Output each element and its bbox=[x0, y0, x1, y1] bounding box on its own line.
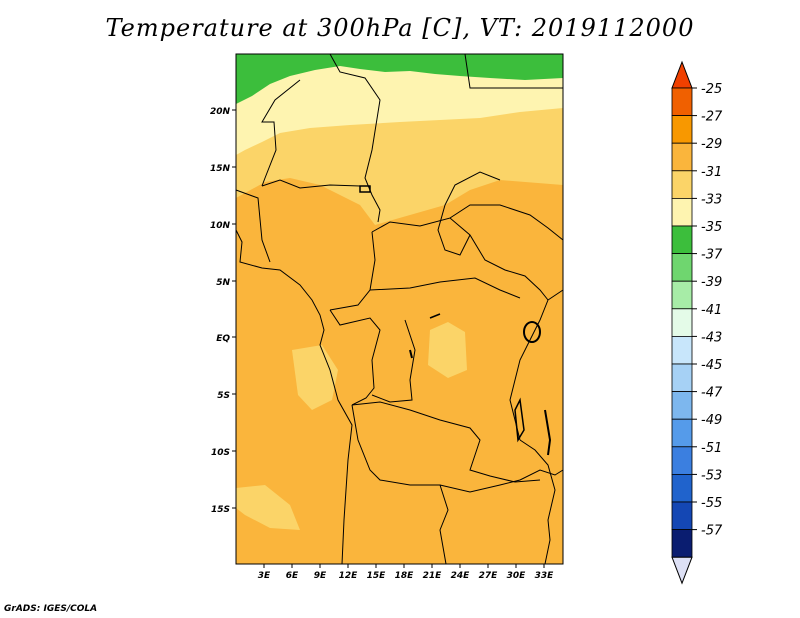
field-band-35 bbox=[236, 54, 563, 104]
colorbar-label: -53 bbox=[701, 468, 722, 483]
colorbar-bin bbox=[671, 391, 693, 420]
field-pocket-southwest bbox=[236, 485, 300, 530]
lat-label: 15N bbox=[210, 164, 231, 174]
colorbar-bin bbox=[671, 197, 693, 227]
colorbar-label: -43 bbox=[701, 330, 722, 345]
lon-label: 18E bbox=[395, 571, 415, 581]
field-pocket-congo bbox=[428, 322, 467, 378]
lon-label: 21E bbox=[423, 571, 443, 581]
colorbar-bin bbox=[671, 225, 693, 255]
lakes bbox=[359, 185, 552, 456]
colorbar-label: -25 bbox=[701, 82, 722, 97]
map-title: Temperature at 300hPa [C], VT: 201911200… bbox=[105, 14, 695, 42]
longitude-axis: 3E 6E 9E 12E 15E 18E 21E 24E 27E 30E 33E bbox=[258, 564, 554, 581]
latitude-axis: 20N 15N 10N 5N EQ 5S 10S 15S bbox=[210, 107, 236, 515]
lat-label: EQ bbox=[216, 334, 230, 344]
lat-label: 20N bbox=[210, 107, 231, 117]
lat-label: 10S bbox=[211, 448, 230, 458]
colorbar-bin bbox=[671, 308, 693, 337]
colorbar-label: -29 bbox=[701, 137, 722, 152]
colorbar-bin bbox=[671, 501, 693, 531]
colorbar-bin bbox=[671, 170, 693, 199]
lat-label: 5S bbox=[217, 391, 230, 401]
colorbar-label: -27 bbox=[701, 110, 723, 125]
colorbar-bin bbox=[671, 363, 693, 393]
colorbar-bin bbox=[671, 115, 693, 144]
colorbar-label: -31 bbox=[701, 165, 722, 180]
colorbar-bin bbox=[671, 335, 693, 365]
map-panel bbox=[235, 53, 564, 565]
grads-credit: GrADS: IGES/COLA bbox=[4, 604, 98, 614]
lon-label: 6E bbox=[286, 571, 299, 581]
colorbar-label: -39 bbox=[701, 275, 722, 290]
lon-label: 15E bbox=[367, 571, 387, 581]
colorbar: -25 -27 -29 -31 -33 -35 -37 -39 -41 -43 -45 -47 -49 -… bbox=[671, 60, 723, 585]
colorbar-label: -41 bbox=[701, 303, 722, 318]
map-frame bbox=[235, 53, 564, 565]
colorbar-top-triangle bbox=[671, 60, 693, 89]
colorbar-label: -33 bbox=[701, 192, 722, 207]
colorbar-bin bbox=[671, 473, 693, 503]
lon-label: 24E bbox=[451, 571, 471, 581]
colorbar-label: -55 bbox=[701, 496, 722, 511]
lon-label: 3E bbox=[258, 571, 271, 581]
colorbar-bottom-triangle bbox=[671, 556, 693, 585]
country-borders bbox=[235, 53, 564, 565]
colorbar-label: -49 bbox=[701, 413, 722, 428]
lat-label: 15S bbox=[211, 505, 230, 515]
colorbar-bin bbox=[671, 418, 693, 448]
lon-label: 12E bbox=[339, 571, 359, 581]
colorbar-bin bbox=[671, 529, 693, 558]
colorbar-label: -51 bbox=[701, 441, 722, 456]
lon-label: 9E bbox=[314, 571, 327, 581]
lat-label: 5N bbox=[216, 278, 230, 288]
field-band-33 bbox=[236, 54, 563, 155]
colorbar-label: -57 bbox=[701, 524, 723, 539]
colorbar-bin bbox=[671, 446, 693, 475]
colorbar-bin bbox=[671, 280, 693, 310]
lat-label: 10N bbox=[210, 221, 231, 231]
colorbar-bin bbox=[671, 87, 693, 117]
lon-label: 30E bbox=[507, 571, 527, 581]
colorbar-label: -45 bbox=[701, 358, 722, 373]
lon-label: 33E bbox=[535, 571, 555, 581]
colorbar-label: -47 bbox=[701, 386, 723, 401]
colorbar-label: -37 bbox=[701, 248, 723, 263]
lon-label: 27E bbox=[479, 571, 499, 581]
colorbar-bin bbox=[671, 142, 693, 172]
colorbar-bin bbox=[671, 253, 693, 282]
colorbar-label: -35 bbox=[701, 220, 722, 235]
